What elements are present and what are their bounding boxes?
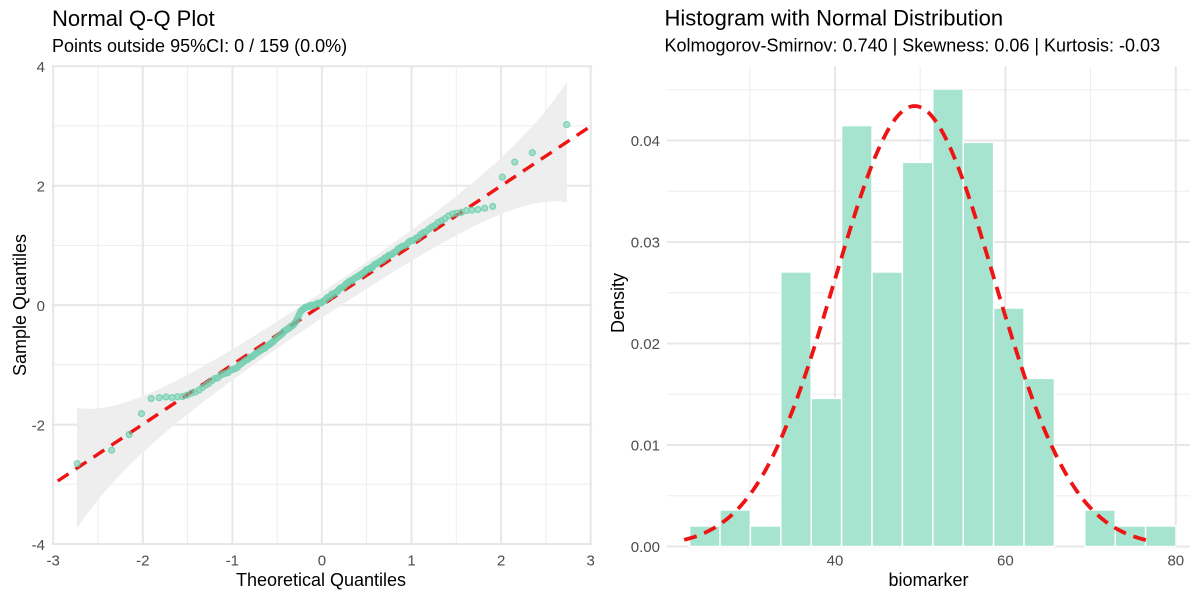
svg-text:Kolmogorov-Smirnov: 0.740 | Sk: Kolmogorov-Smirnov: 0.740 | Skewness: 0.… xyxy=(665,35,1161,55)
svg-text:Histogram with Normal Distribu: Histogram with Normal Distribution xyxy=(665,5,1004,30)
svg-text:-2: -2 xyxy=(32,417,45,434)
svg-text:0: 0 xyxy=(318,553,326,570)
svg-text:0.01: 0.01 xyxy=(631,437,660,454)
svg-text:Points outside 95%CI: 0 / 159: Points outside 95%CI: 0 / 159 (0.0%) xyxy=(52,36,347,56)
svg-text:-1: -1 xyxy=(226,553,239,570)
svg-text:Theoretical Quantiles: Theoretical Quantiles xyxy=(236,570,406,590)
svg-text:40: 40 xyxy=(827,553,844,570)
svg-text:0.03: 0.03 xyxy=(631,234,660,251)
svg-text:4: 4 xyxy=(37,59,45,76)
svg-text:-4: -4 xyxy=(32,537,45,554)
svg-text:Density: Density xyxy=(608,273,628,333)
svg-text:0: 0 xyxy=(37,298,45,315)
svg-text:0.02: 0.02 xyxy=(631,336,660,353)
svg-text:2: 2 xyxy=(37,179,45,196)
svg-text:Sample Quantiles: Sample Quantiles xyxy=(10,234,30,376)
svg-text:3: 3 xyxy=(587,553,595,570)
svg-text:-2: -2 xyxy=(136,553,149,570)
svg-text:60: 60 xyxy=(997,553,1014,570)
svg-text:0.04: 0.04 xyxy=(631,133,660,150)
svg-text:Normal Q-Q Plot: Normal Q-Q Plot xyxy=(52,6,215,31)
svg-text:80: 80 xyxy=(1167,553,1184,570)
svg-text:0.00: 0.00 xyxy=(631,539,660,556)
svg-text:1: 1 xyxy=(407,553,415,570)
svg-text:biomarker: biomarker xyxy=(888,570,968,590)
svg-text:2: 2 xyxy=(497,553,505,570)
svg-text:-3: -3 xyxy=(47,553,60,570)
